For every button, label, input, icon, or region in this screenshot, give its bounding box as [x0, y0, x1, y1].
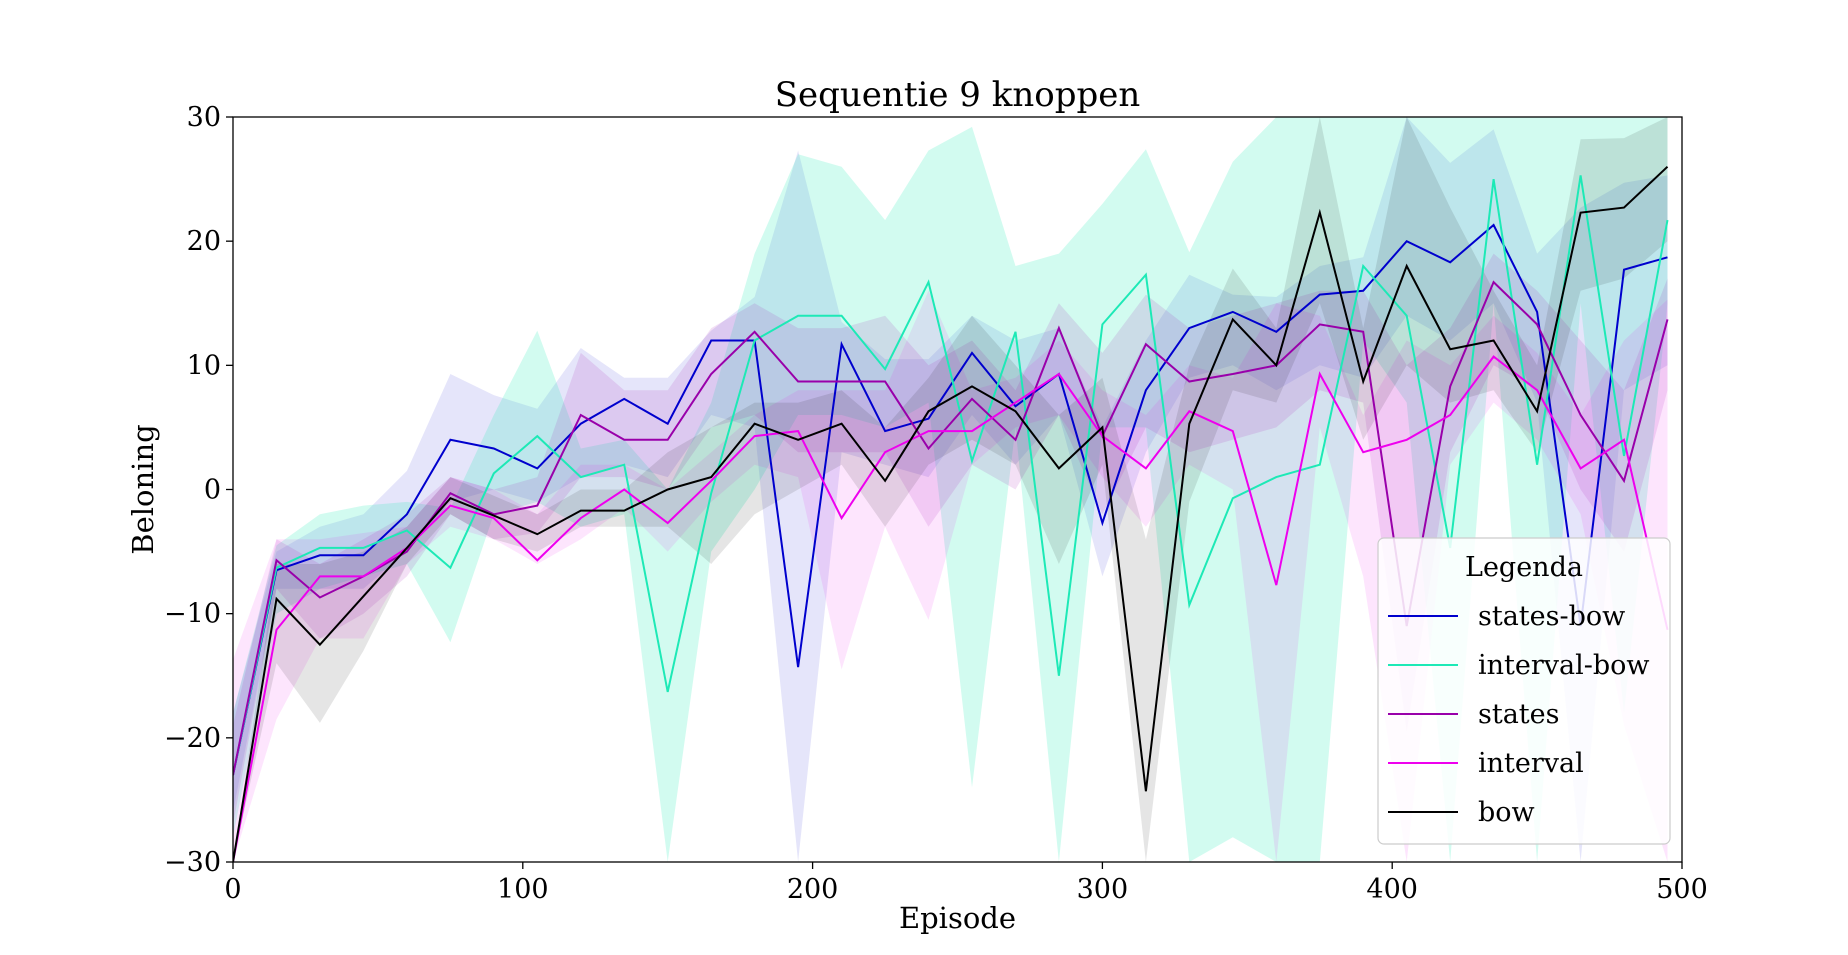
- y-tick-label: −20: [164, 723, 221, 754]
- band-interval: [233, 290, 1668, 862]
- y-tick-label: 0: [204, 475, 221, 506]
- legend-label-bow: bow: [1478, 797, 1535, 828]
- x-tick-label: 500: [1656, 874, 1708, 905]
- chart-title: Sequentie 9 knoppen: [775, 75, 1141, 115]
- legend-box: [1377, 537, 1671, 845]
- legend-title: Legenda: [1465, 552, 1583, 583]
- x-tick-label: 400: [1366, 874, 1418, 905]
- x-axis-label: Episode: [899, 901, 1016, 935]
- legend: Legenda states-bow interval-bow states inte…: [1377, 537, 1671, 845]
- line-states: [233, 280, 1669, 776]
- series-lines: [233, 165, 1669, 862]
- x-tick-label: 100: [497, 874, 549, 905]
- line-interval-bow: [233, 175, 1669, 776]
- x-axis-ticks: 0 100 200 300 400 500: [224, 862, 1708, 905]
- x-tick-label: 200: [787, 874, 839, 905]
- band-states: [233, 253, 1668, 825]
- x-tick-label: 0: [224, 874, 241, 905]
- legend-label-states-bow: states-bow: [1478, 601, 1625, 632]
- y-tick-label: 10: [187, 350, 221, 381]
- line-interval: [233, 355, 1669, 862]
- y-tick-label: 30: [187, 102, 221, 133]
- legend-label-states: states: [1478, 699, 1560, 730]
- line-states-bow: [233, 223, 1668, 776]
- legend-label-interval-bow: interval-bow: [1478, 650, 1650, 681]
- y-tick-label: −30: [164, 847, 221, 878]
- legend-label-interval: interval: [1478, 748, 1584, 779]
- y-axis-label: Beloning: [126, 424, 160, 554]
- y-tick-label: −10: [164, 599, 221, 630]
- y-tick-label: 20: [187, 226, 221, 257]
- x-tick-label: 300: [1077, 874, 1129, 905]
- y-axis-ticks: −30 −20 −10 0 10 20 30: [164, 102, 233, 878]
- line-bow: [233, 165, 1669, 862]
